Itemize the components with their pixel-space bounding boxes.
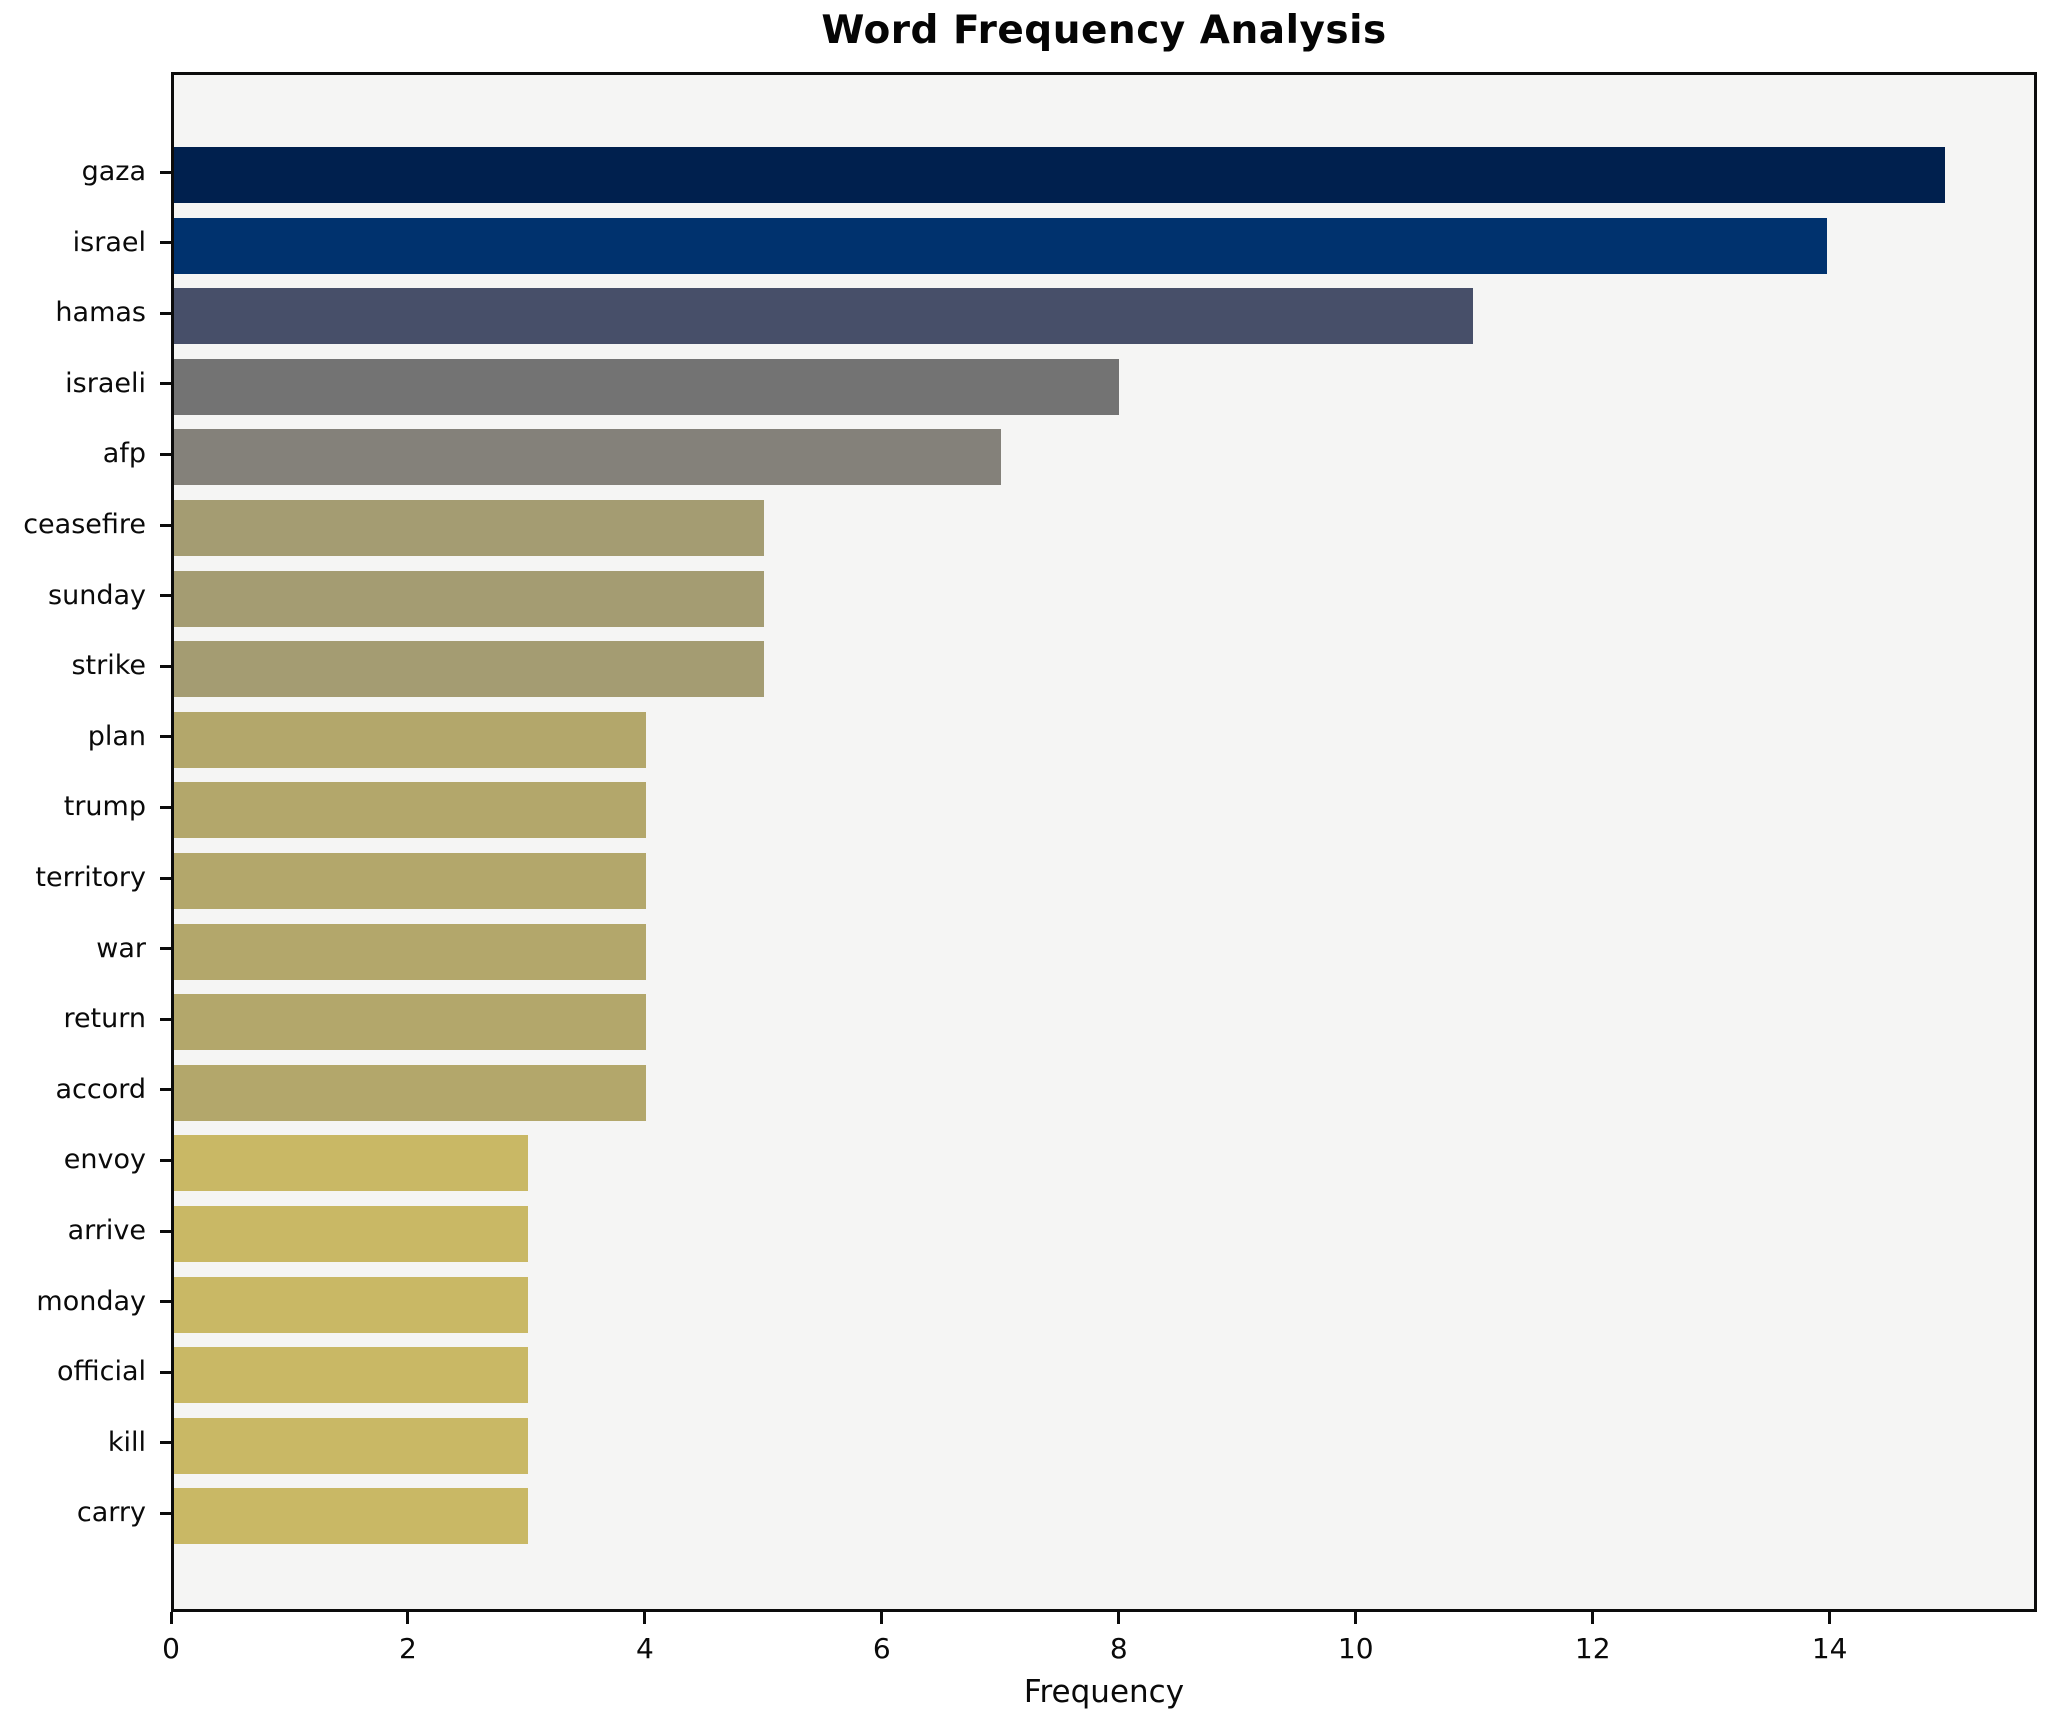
y-tick-label-ceasefire: ceasefire	[23, 509, 146, 540]
bar-carry	[174, 1488, 529, 1545]
bar-kill	[174, 1417, 529, 1474]
y-tick-mark	[160, 382, 171, 386]
y-tick-label-envoy: envoy	[63, 1144, 146, 1176]
y-tick-mark	[160, 805, 171, 809]
x-tick-mark	[1591, 1612, 1595, 1624]
bar-israeli	[174, 358, 1119, 415]
x-tick-mark	[643, 1612, 647, 1624]
x-tick-label-8: 8	[1109, 1632, 1128, 1665]
x-tick-mark	[169, 1612, 173, 1624]
x-tick-label-10: 10	[1337, 1632, 1374, 1665]
y-tick-label-official: official	[56, 1356, 146, 1388]
bar-return	[174, 994, 647, 1051]
y-tick-label-sunday: sunday	[48, 579, 146, 611]
bar-gaza	[174, 147, 1946, 203]
bar-israel	[174, 217, 1828, 274]
y-tick-label-gaza: gaza	[81, 156, 146, 187]
y-tick-mark	[160, 1441, 171, 1445]
x-tick-label-12: 12	[1574, 1632, 1611, 1665]
y-tick-label-return: return	[63, 1003, 146, 1035]
y-tick-mark	[160, 1300, 171, 1304]
chart-title: Word Frequency Analysis	[821, 8, 1387, 53]
plot-area	[171, 72, 2037, 1612]
y-tick-label-afp: afp	[102, 438, 146, 470]
x-tick-mark	[406, 1612, 410, 1624]
bar-accord	[174, 1064, 647, 1121]
y-tick-label-strike: strike	[71, 650, 146, 682]
bar-envoy	[174, 1135, 529, 1192]
y-tick-label-arrive: arrive	[67, 1215, 146, 1246]
y-tick-mark	[160, 1511, 171, 1515]
x-tick-mark	[1354, 1612, 1358, 1624]
y-tick-mark	[160, 170, 171, 174]
y-tick-label-trump: trump	[63, 791, 146, 823]
bar-plan	[174, 711, 647, 768]
y-tick-label-monday: monday	[36, 1285, 146, 1317]
y-tick-label-territory: territory	[35, 862, 146, 893]
x-tick-label-0: 0	[162, 1632, 180, 1665]
y-tick-mark	[160, 1370, 171, 1374]
y-tick-label-israeli: israeli	[65, 367, 146, 399]
y-tick-mark	[160, 1017, 171, 1021]
y-tick-label-accord: accord	[55, 1073, 146, 1105]
y-tick-mark	[160, 311, 171, 315]
y-tick-mark	[160, 1229, 171, 1233]
y-tick-label-war: war	[96, 932, 146, 964]
x-tick-label-14: 14	[1811, 1632, 1848, 1665]
bar-ceasefire	[174, 500, 765, 556]
x-tick-mark	[1117, 1612, 1121, 1624]
y-tick-mark	[160, 594, 171, 598]
x-tick-label-6: 6	[872, 1632, 891, 1665]
bar-trump	[174, 782, 647, 839]
y-tick-label-hamas: hamas	[55, 297, 146, 329]
bar-afp	[174, 429, 1001, 486]
bar-sunday	[174, 570, 765, 627]
bar-war	[174, 923, 647, 980]
y-tick-mark	[160, 1158, 171, 1162]
y-tick-mark	[160, 735, 171, 739]
y-tick-label-plan: plan	[87, 720, 146, 752]
y-tick-mark	[160, 523, 171, 527]
y-tick-mark	[160, 241, 171, 245]
bar-territory	[174, 853, 647, 909]
bar-hamas	[174, 288, 1474, 345]
bar-arrive	[174, 1206, 529, 1262]
y-tick-label-kill: kill	[107, 1426, 146, 1458]
bar-monday	[174, 1276, 529, 1333]
y-tick-label-israel: israel	[72, 226, 146, 258]
x-tick-mark	[1828, 1612, 1832, 1624]
y-tick-mark	[160, 876, 171, 880]
bar-strike	[174, 641, 765, 698]
bar-official	[174, 1347, 529, 1404]
x-tick-mark	[880, 1612, 884, 1624]
y-tick-mark	[160, 452, 171, 456]
y-tick-label-carry: carry	[76, 1497, 146, 1529]
y-tick-mark	[160, 947, 171, 951]
y-tick-mark	[160, 664, 171, 668]
x-tick-label-2: 2	[399, 1632, 417, 1665]
x-tick-label-4: 4	[635, 1632, 654, 1665]
y-tick-mark	[160, 1088, 171, 1092]
x-axis-label: Frequency	[1023, 1674, 1185, 1710]
